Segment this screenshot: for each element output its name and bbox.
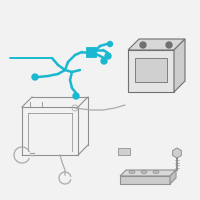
Polygon shape — [173, 148, 181, 158]
Circle shape — [108, 42, 112, 46]
Polygon shape — [170, 170, 176, 184]
Circle shape — [105, 53, 111, 59]
Ellipse shape — [129, 170, 135, 173]
Bar — [120, 176, 170, 184]
Polygon shape — [174, 39, 185, 92]
Bar — [86, 47, 96, 57]
Circle shape — [32, 74, 38, 80]
FancyBboxPatch shape — [118, 148, 130, 155]
Polygon shape — [128, 39, 185, 50]
Bar — [135, 58, 167, 82]
Ellipse shape — [141, 170, 147, 173]
Ellipse shape — [153, 170, 159, 173]
Bar — [128, 50, 174, 92]
Circle shape — [73, 93, 79, 99]
Circle shape — [101, 58, 107, 64]
Circle shape — [166, 42, 172, 48]
Polygon shape — [120, 170, 176, 176]
Circle shape — [140, 42, 146, 48]
